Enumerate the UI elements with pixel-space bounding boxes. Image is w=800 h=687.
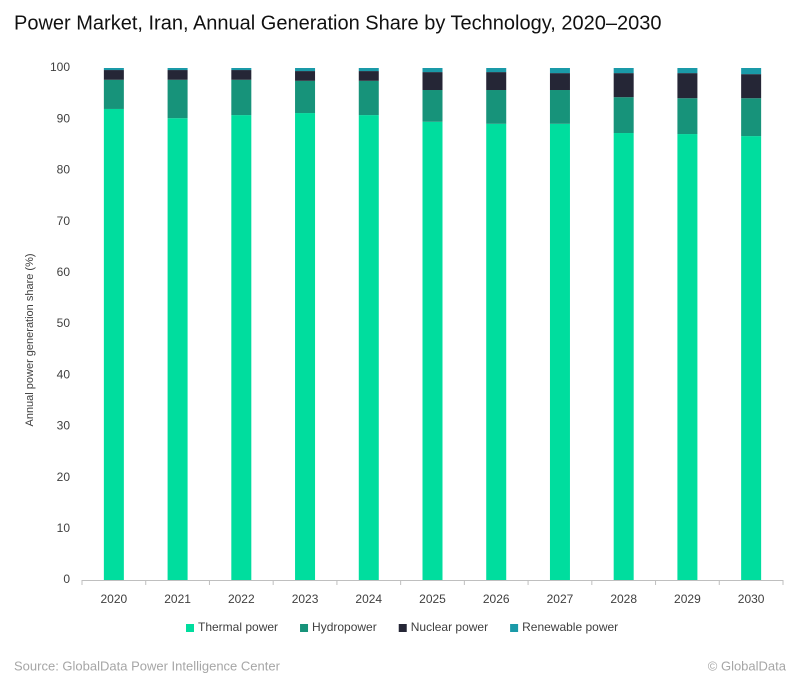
bar-segment [103,79,124,109]
bar-segment [167,118,188,581]
legend-label: Nuclear power [411,620,488,634]
y-tick-label: 10 [57,521,71,535]
bar-segment [358,115,379,580]
bar-segment [422,90,443,122]
x-tick-label: 2028 [610,592,637,606]
y-tick-label: 60 [57,265,71,279]
legend-swatch [510,624,519,632]
x-tick-label: 2020 [101,592,128,606]
legend-label: Hydropower [312,620,377,634]
bar-segment [549,73,570,91]
bar-segment [741,136,762,580]
x-tick-label: 2025 [419,592,446,606]
y-tick-label: 90 [57,111,71,125]
bar-segment [613,133,634,581]
bar-segment [549,90,570,124]
y-tick-label: 100 [50,60,70,74]
source: Source: GlobalData Power Intelligence Ce… [14,658,281,673]
bar-segment [549,123,570,581]
y-axis-title: Annual power generation share (%) [24,253,36,426]
bar-segment [358,68,379,72]
bar-segment [677,68,698,74]
credit: © GlobalData [708,658,787,673]
bar-segment [486,68,507,73]
x-tick-label: 2027 [547,592,574,606]
bar-segment [613,73,634,98]
x-tick-label: 2024 [355,592,382,606]
y-tick-label: 80 [57,163,71,177]
bar-segment [613,68,634,74]
bar-segment [231,68,252,71]
bar-segment [295,71,316,81]
bar-segment [613,97,634,134]
legend-label: Renewable power [522,620,618,634]
bar-segment [103,68,124,71]
bar-segment [486,90,507,124]
x-tick-label: 2023 [292,592,319,606]
legend-swatch [186,624,194,632]
bar-segment [231,115,252,580]
bar-segment [741,68,762,75]
bar-segment [231,70,252,80]
bar-segment [295,68,316,72]
bar-segment [167,68,188,71]
bar-segment [741,98,762,137]
x-tick-label: 2022 [228,592,255,606]
legend-swatch [300,624,309,632]
bar-segment [295,80,316,114]
bar-segment [167,70,188,80]
x-tick-label: 2021 [164,592,191,606]
y-tick-label: 30 [57,419,71,433]
bar-segment [549,68,570,74]
x-tick-label: 2029 [674,592,701,606]
y-tick-label: 20 [57,470,71,484]
bar-segment [422,68,443,73]
bar-segment [677,134,698,580]
bar-segment [422,72,443,91]
bar-segment [422,121,443,580]
bar-segment [295,113,316,580]
bar-segment [677,73,698,99]
y-tick-label: 40 [57,367,71,381]
bar-segment [486,72,507,91]
bar-segment [103,70,124,80]
bar-segment [486,123,507,581]
bar-segment [741,74,762,99]
chart-title: Power Market, Iran, Annual Generation Sh… [14,12,661,34]
y-tick-label: 50 [57,316,71,330]
bar-segment [231,79,252,116]
bar-segment [167,79,188,119]
y-tick-label: 0 [63,572,70,586]
bar-segment [358,80,379,116]
legend-label: Thermal power [198,620,278,634]
bar-segment [677,98,698,135]
y-tick-label: 70 [57,214,71,228]
x-tick-label: 2030 [738,592,765,606]
legend-swatch [398,624,407,632]
x-tick-label: 2026 [483,592,510,606]
bar-segment [103,108,124,581]
bar-segment [358,71,379,81]
